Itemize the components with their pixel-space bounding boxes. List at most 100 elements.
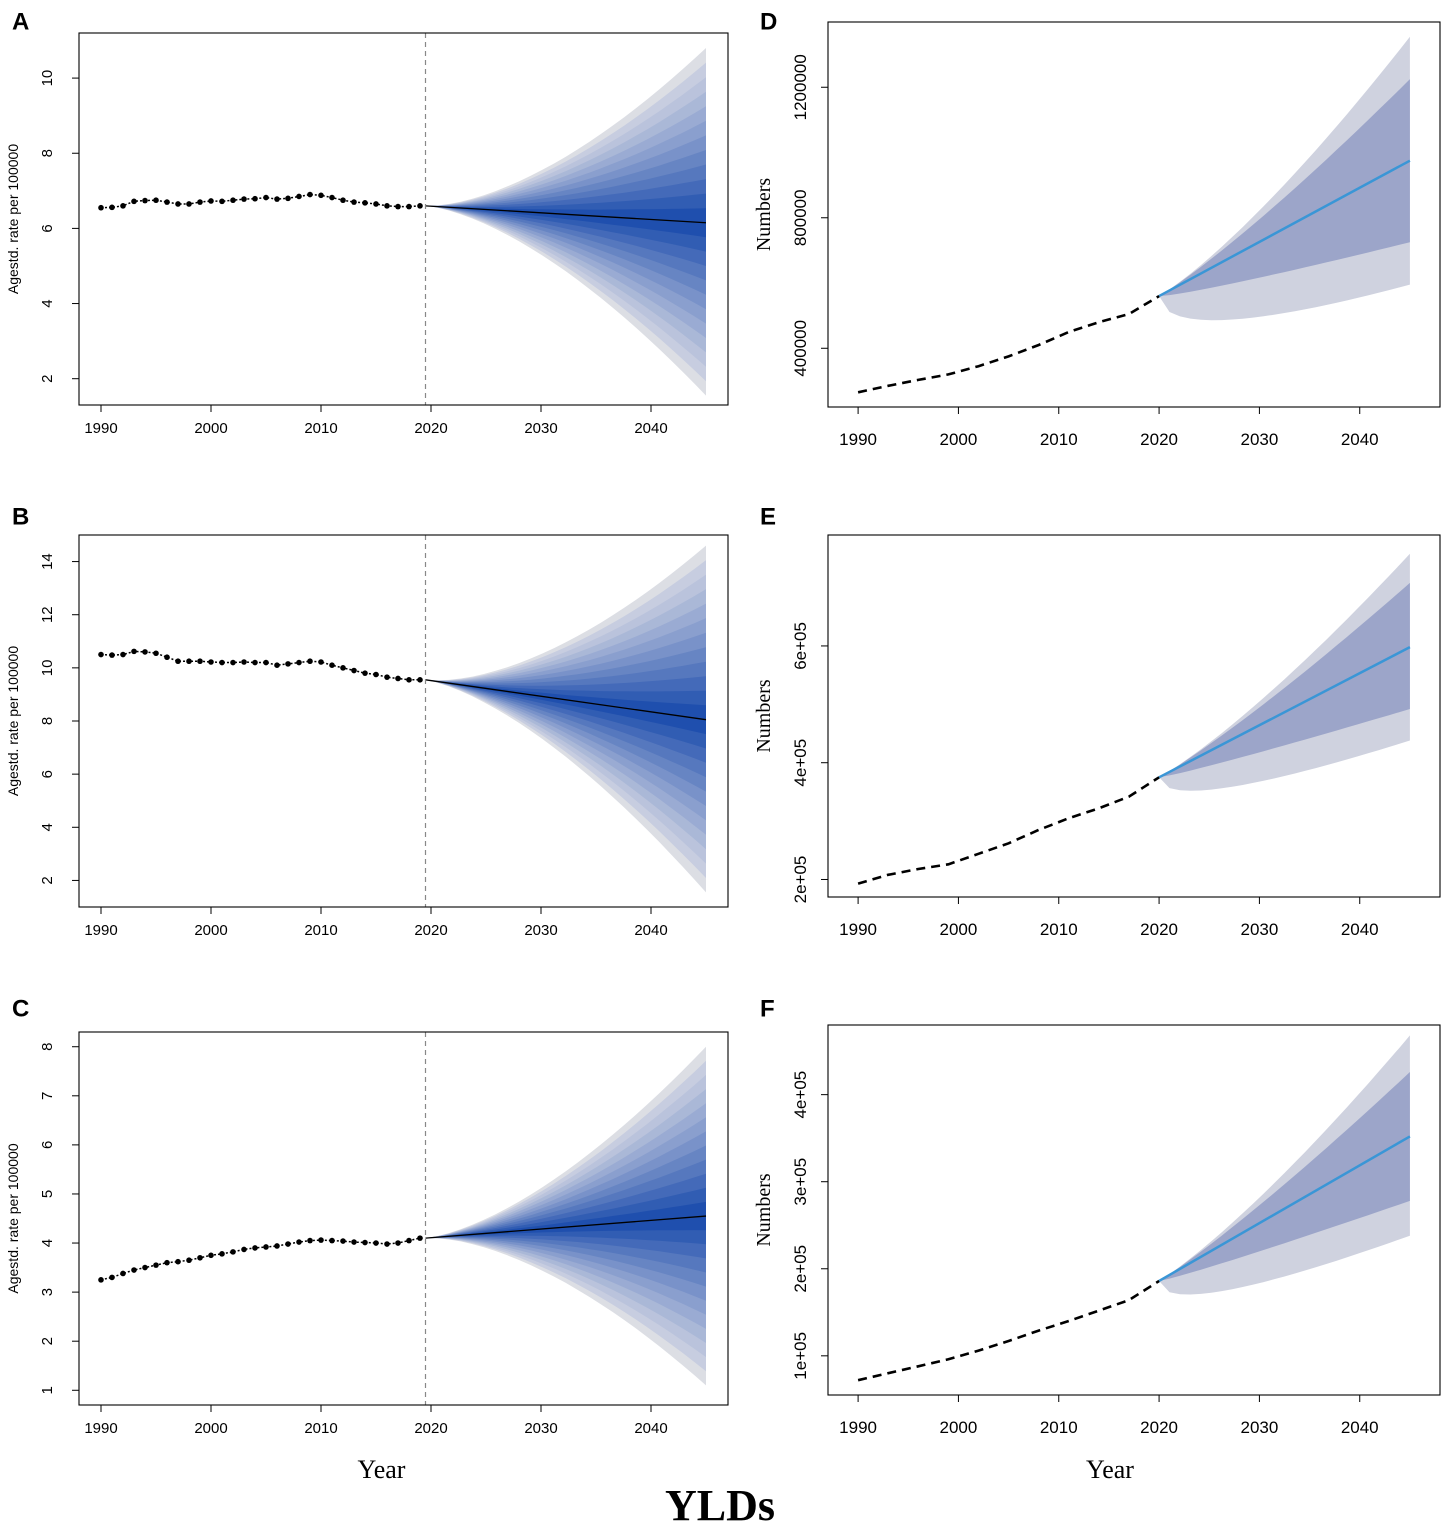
y-tick-label: 2e+05 bbox=[791, 1245, 810, 1293]
history-point bbox=[406, 1237, 412, 1244]
history-point bbox=[164, 1259, 170, 1266]
history-point bbox=[142, 197, 148, 204]
forecast-inner-band bbox=[1159, 582, 1410, 778]
x-tick-label: 2000 bbox=[194, 922, 227, 939]
history-point bbox=[109, 1274, 115, 1281]
history-point bbox=[384, 674, 390, 680]
x-axis-label: Year bbox=[358, 1455, 406, 1484]
history-point bbox=[175, 1258, 181, 1265]
forecast-fan-band bbox=[425, 193, 706, 252]
history-point bbox=[131, 1267, 137, 1273]
history-point bbox=[340, 1238, 346, 1244]
y-tick-label: 3e+05 bbox=[791, 1158, 810, 1206]
plot-area bbox=[857, 1035, 1411, 1382]
history-point bbox=[98, 1277, 104, 1283]
history-point bbox=[120, 651, 126, 658]
history-point bbox=[274, 196, 280, 202]
x-tick-label: 1990 bbox=[84, 922, 117, 939]
y-tick-label: 400000 bbox=[791, 320, 810, 377]
y-tick-label: 7 bbox=[39, 1092, 56, 1100]
y-tick-label: 1200000 bbox=[791, 54, 810, 120]
forecast-fan-band bbox=[425, 679, 706, 735]
x-tick-label: 2020 bbox=[414, 922, 447, 939]
y-tick-label: 5 bbox=[39, 1190, 56, 1198]
x-tick-label: 2020 bbox=[1140, 920, 1178, 939]
history-point bbox=[406, 677, 412, 683]
forecast-mean-line bbox=[425, 205, 707, 224]
history-point bbox=[395, 675, 401, 682]
history-point bbox=[285, 661, 291, 667]
chart-panel-e: E 1990 2000 2010 2020 2030 2040 2e+05 4e+05 6e+05… bbox=[753, 503, 1441, 939]
panel-label: A bbox=[12, 8, 29, 35]
history-point bbox=[109, 204, 115, 211]
history-point bbox=[197, 1254, 203, 1261]
forecast-mean-line bbox=[1158, 159, 1411, 298]
chart-panel-d: D 1990 2000 2010 2020 2030 2040 400000 800000 120… bbox=[753, 8, 1441, 449]
history-point bbox=[274, 1243, 280, 1249]
y-tick-label: 6 bbox=[39, 224, 56, 232]
x-tick-label: 2040 bbox=[1341, 920, 1379, 939]
x-tick-label: 2040 bbox=[634, 922, 667, 939]
plot-frame bbox=[827, 1024, 1441, 1396]
history-point bbox=[175, 658, 181, 665]
history-point bbox=[219, 1251, 225, 1257]
x-tick-label: 2020 bbox=[1140, 430, 1178, 449]
history-point bbox=[120, 1270, 126, 1277]
x-tick-label: 2030 bbox=[524, 922, 557, 939]
x-axis-label: Year bbox=[1086, 1455, 1134, 1484]
history-point bbox=[340, 197, 346, 204]
history-point bbox=[417, 677, 423, 683]
history-point bbox=[252, 1245, 258, 1251]
chart-panel-c: C 1990 2000 2010 2020 2030 2040 1 2 3 4 5 6 7 8 Agestd.… bbox=[5, 995, 729, 1484]
history-point bbox=[263, 194, 269, 201]
history-point bbox=[285, 1241, 291, 1247]
history-point bbox=[406, 203, 412, 210]
history-point bbox=[142, 1264, 148, 1271]
history-point bbox=[219, 659, 225, 666]
panel-label: B bbox=[12, 503, 29, 530]
x-tick-label: 2030 bbox=[1240, 920, 1278, 939]
y-tick-label: 10 bbox=[39, 70, 56, 87]
y-axis-label: Numbers bbox=[753, 1173, 775, 1247]
forecast-outer-band bbox=[1159, 1035, 1410, 1295]
y-axis-label: Agestd. rate per 100000 bbox=[5, 646, 21, 796]
history-point bbox=[230, 197, 236, 204]
history-point bbox=[362, 670, 368, 676]
history-point bbox=[98, 651, 104, 658]
x-tick-label: 2040 bbox=[1341, 1418, 1379, 1437]
history-point bbox=[263, 659, 269, 666]
y-tick-label: 4 bbox=[39, 1239, 56, 1247]
panel-label: E bbox=[760, 503, 776, 530]
y-axis-label: Agestd. rate per 100000 bbox=[5, 1143, 21, 1293]
plot-frame bbox=[78, 32, 729, 406]
y-tick-label: 12 bbox=[39, 606, 56, 623]
x-tick-label: 2010 bbox=[304, 922, 337, 939]
history-point bbox=[230, 1249, 236, 1255]
history-point bbox=[351, 667, 357, 674]
history-point bbox=[373, 1240, 379, 1246]
x-tick-label: 1990 bbox=[839, 1418, 877, 1437]
history-point bbox=[175, 201, 181, 207]
history-point bbox=[285, 195, 291, 202]
y-tick-label: 1e+05 bbox=[791, 1332, 810, 1380]
history-point bbox=[153, 650, 159, 657]
x-tick-label: 2000 bbox=[940, 920, 978, 939]
history-point bbox=[395, 1240, 401, 1246]
history-point bbox=[307, 658, 313, 665]
y-tick-label: 1 bbox=[39, 1386, 56, 1394]
history-point bbox=[241, 659, 247, 665]
plot-frame bbox=[78, 1031, 729, 1406]
forecast-mean-line bbox=[1158, 1135, 1411, 1283]
y-tick-label: 4 bbox=[39, 299, 56, 307]
y-tick-label: 2 bbox=[39, 1337, 56, 1345]
history-point bbox=[384, 203, 390, 209]
history-point bbox=[208, 1252, 214, 1259]
history-point bbox=[197, 658, 203, 665]
history-point bbox=[395, 203, 401, 210]
history-point bbox=[142, 649, 148, 655]
x-tick-label: 2030 bbox=[524, 420, 557, 437]
panel-label: F bbox=[760, 995, 775, 1022]
plot-area bbox=[98, 545, 707, 893]
history-point bbox=[318, 192, 324, 199]
